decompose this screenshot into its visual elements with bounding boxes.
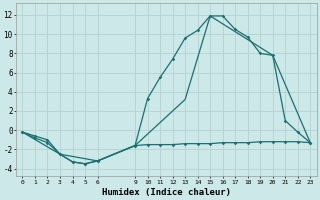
- X-axis label: Humidex (Indice chaleur): Humidex (Indice chaleur): [102, 188, 231, 197]
